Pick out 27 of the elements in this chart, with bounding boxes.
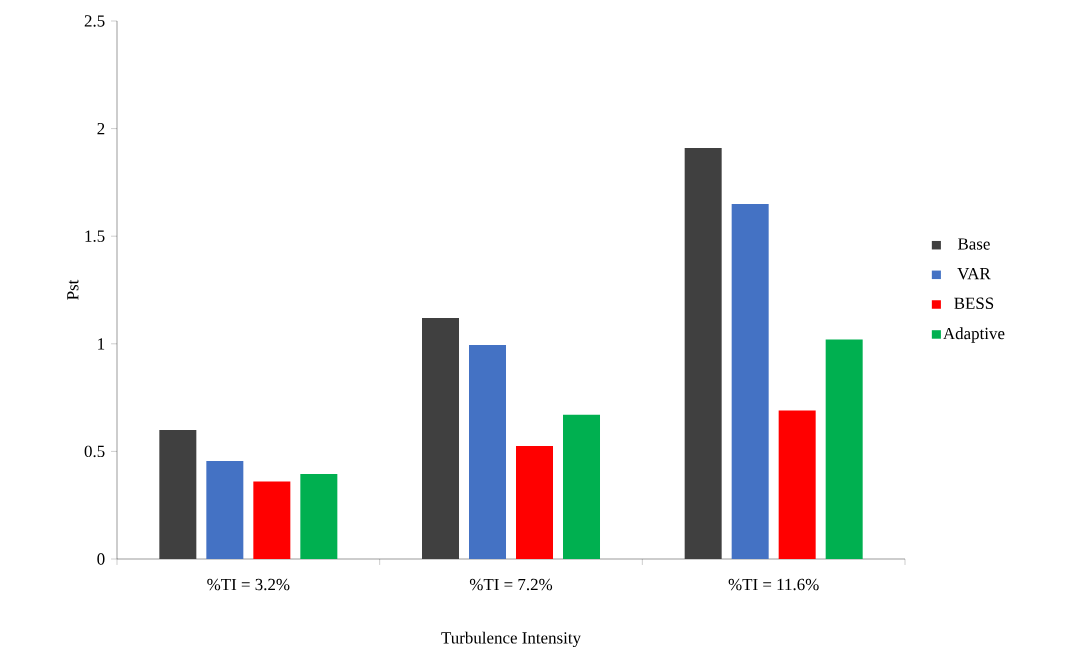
bar (469, 344, 506, 559)
x-tick-label: %TI = 7.2% (469, 578, 553, 591)
bar (778, 410, 816, 559)
x-tick-label: %TI = 3.2% (207, 578, 290, 591)
y-tick-label: 2.5 (84, 15, 105, 27)
bar (253, 481, 291, 559)
y-tick-label: 0.5 (84, 445, 105, 458)
y-tick-label: 0 (97, 553, 105, 565)
legend-label: Base (957, 238, 990, 250)
bar (159, 429, 197, 559)
bar (563, 414, 600, 559)
bar (731, 203, 769, 559)
bar (516, 446, 553, 559)
legend-label: BESS (954, 297, 994, 310)
bar (300, 474, 338, 559)
bar (206, 461, 244, 559)
y-tick-label: 2 (97, 122, 105, 135)
bar (684, 147, 722, 559)
bar (825, 339, 863, 559)
y-tick-label: 1.5 (85, 230, 105, 242)
y-tick-label: 1 (98, 338, 105, 350)
x-tick-label: %TI = 11.6% (728, 578, 819, 591)
bar (422, 317, 459, 559)
legend-label: VAR (957, 267, 991, 280)
legend-label: Adaptive (943, 327, 1005, 343)
y-axis-title: Pst (67, 279, 79, 300)
x-axis-title: Turbulence Intensity (441, 631, 581, 648)
